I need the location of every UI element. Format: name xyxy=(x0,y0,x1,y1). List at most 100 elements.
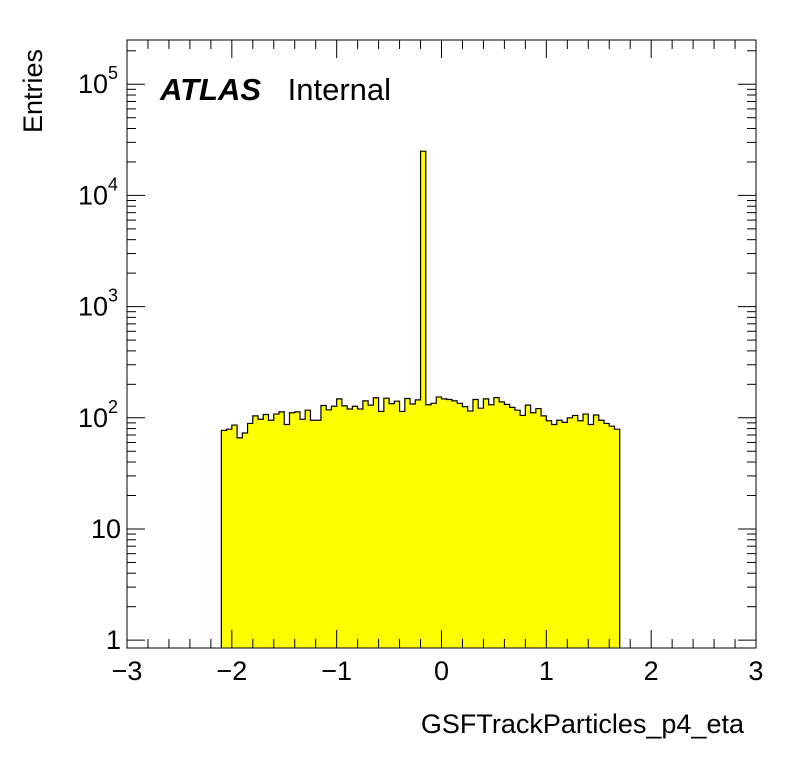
histogram-bar xyxy=(347,408,353,648)
histogram-bar xyxy=(410,404,416,648)
histogram-bar xyxy=(556,420,563,648)
y-tick-label: 1 xyxy=(106,625,121,655)
y-tick-label: 105 xyxy=(78,63,118,99)
histogram-bar xyxy=(436,396,442,648)
histogram-bar xyxy=(320,405,327,648)
histogram-bar xyxy=(462,406,469,648)
histogram-bar xyxy=(399,411,406,648)
histogram-bar xyxy=(226,429,233,648)
atlas-label: ATLAS Internal xyxy=(159,72,391,107)
histogram-bar xyxy=(326,409,332,648)
histogram-bar xyxy=(231,425,238,648)
histogram-bar xyxy=(499,401,505,648)
histogram-bar xyxy=(514,410,521,648)
histogram-bar xyxy=(603,423,610,648)
histogram-bar xyxy=(530,412,537,648)
histogram-bar xyxy=(357,408,364,648)
x-tick-label: 3 xyxy=(748,656,763,686)
histogram-bar xyxy=(541,415,547,648)
histogram-outline xyxy=(220,150,621,648)
histogram-bar xyxy=(593,414,600,648)
histogram-bar xyxy=(310,420,317,648)
histogram-bar xyxy=(572,415,579,648)
histogram-bar xyxy=(279,411,285,648)
histogram-bar xyxy=(341,405,348,648)
histogram-bar xyxy=(394,401,400,648)
histogram-bar xyxy=(268,420,275,648)
histogram-bar xyxy=(284,424,290,648)
histogram-bar xyxy=(420,151,427,648)
histogram-bar xyxy=(609,426,615,648)
histogram-bar xyxy=(431,403,437,648)
histogram-bar xyxy=(263,414,269,648)
histogram-bar xyxy=(457,403,463,648)
histogram-bar xyxy=(425,404,432,648)
histogram-bar xyxy=(299,419,306,648)
histogram-bar xyxy=(472,399,479,648)
histogram-bar xyxy=(583,414,589,648)
histogram-bar xyxy=(509,407,516,648)
x-tick-label: −1 xyxy=(321,656,352,686)
y-tick-labels: 1 10 102 103 104 105 xyxy=(78,63,121,655)
histogram-bar xyxy=(588,424,594,648)
histogram-bar xyxy=(598,420,605,648)
histogram-bar xyxy=(478,408,484,648)
histogram-bar xyxy=(294,411,301,648)
y-tick-label: 104 xyxy=(78,174,118,210)
y-tick-label: 103 xyxy=(78,286,118,322)
histogram-bar xyxy=(352,406,359,648)
histogram-bar xyxy=(451,400,458,648)
histogram-bar xyxy=(535,408,542,648)
histogram-bar xyxy=(362,400,369,648)
x-tick-labels: −3 −2 −1 0 1 2 3 xyxy=(112,656,764,686)
atlas-bold-text: ATLAS xyxy=(159,72,261,107)
histogram-bar xyxy=(336,398,343,648)
histogram-bar xyxy=(378,411,385,648)
histogram-bar xyxy=(389,403,395,648)
histogram-bar xyxy=(237,437,243,648)
histogram-bar xyxy=(242,432,248,648)
histogram-bar xyxy=(373,397,379,648)
histogram-bar xyxy=(305,410,311,648)
histogram-bar xyxy=(441,398,448,648)
histogram-bar xyxy=(331,406,338,648)
x-tick-label: 2 xyxy=(644,656,659,686)
histogram-bar xyxy=(273,414,280,648)
x-axis-label: GSFTrackParticles_p4_eta xyxy=(421,709,745,739)
histogram-bar xyxy=(551,424,558,648)
histogram-bars xyxy=(221,151,621,648)
histogram-bar xyxy=(520,415,526,648)
histogram-bar xyxy=(467,411,474,648)
histogram-bar xyxy=(525,405,532,648)
histogram-bar xyxy=(247,423,254,648)
x-tick-label: −3 xyxy=(112,656,143,686)
histogram-bar xyxy=(493,397,500,648)
histogram-bar xyxy=(567,417,573,648)
histogram-bar xyxy=(483,398,490,648)
histogram-bar xyxy=(383,398,390,648)
histogram-bar xyxy=(258,419,264,648)
histogram-bar xyxy=(404,398,411,648)
histogram-bar xyxy=(315,420,322,648)
y-axis-label: Entries xyxy=(18,49,48,133)
histogram-bar xyxy=(289,412,296,648)
histogram-bar xyxy=(614,429,621,648)
histogram-bar xyxy=(415,399,421,648)
histogram-bar xyxy=(562,422,568,648)
histogram-bar xyxy=(546,420,552,648)
histogram-bar xyxy=(446,399,453,648)
y-tick-label: 10 xyxy=(91,514,121,544)
histogram-bar xyxy=(221,430,227,648)
histogram-bar xyxy=(577,420,584,648)
x-tick-label: 1 xyxy=(539,656,554,686)
histogram-bar xyxy=(504,404,511,648)
axis-ticks xyxy=(126,40,757,648)
histogram-bar xyxy=(252,415,259,648)
y-tick-label: 102 xyxy=(78,397,118,433)
histogram-bar xyxy=(368,405,374,648)
histogram-bar xyxy=(488,404,495,648)
atlas-internal-text: Internal xyxy=(288,72,391,107)
x-tick-label: −2 xyxy=(216,656,247,686)
x-tick-label: 0 xyxy=(434,656,449,686)
